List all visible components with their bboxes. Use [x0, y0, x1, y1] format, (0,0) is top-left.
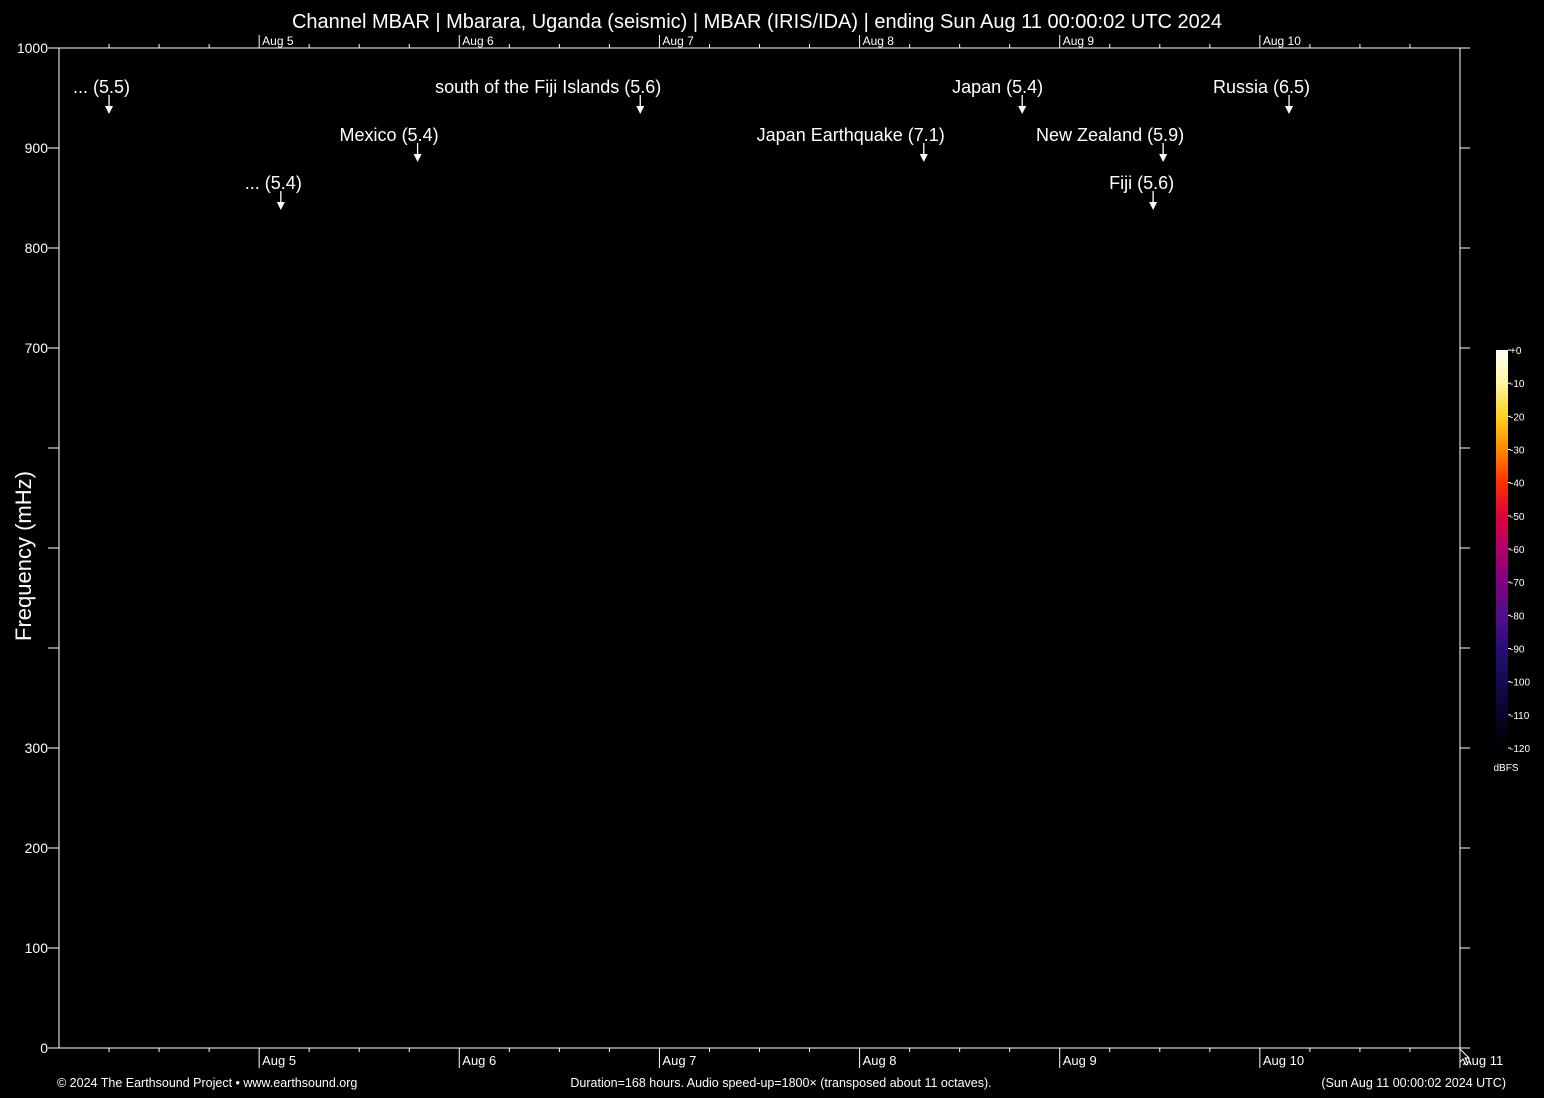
- event-arrow-head: [919, 154, 928, 162]
- colorbar-tick-label: -30: [1510, 446, 1525, 457]
- event-label: south of the Fiji Islands (5.6): [435, 77, 661, 97]
- x-tick-label: Aug 5: [262, 1053, 296, 1068]
- colorbar-tick-label: +0: [1510, 346, 1522, 357]
- colorbar-tick-label: -40: [1510, 479, 1525, 490]
- colorbar-tick-label: -90: [1510, 645, 1525, 656]
- x-top-tick-label: Aug 9: [1063, 34, 1095, 48]
- event-label: Russia (6.5): [1213, 77, 1310, 97]
- y-tick-label: 800: [25, 240, 49, 256]
- colorbar-unit-label: dBFS: [1493, 763, 1518, 774]
- y-tick-label: 300: [25, 740, 49, 756]
- y-tick-label: 0: [40, 1040, 48, 1056]
- x-tick-label: Aug 11: [1463, 1053, 1503, 1068]
- x-tick-label: Aug 6: [462, 1053, 496, 1068]
- footer-duration: Duration=168 hours. Audio speed-up=1800×…: [570, 1076, 991, 1090]
- y-axis-label: Frequency (mHz): [11, 471, 36, 641]
- event-arrow-head: [1149, 202, 1158, 210]
- event-arrow-head: [636, 106, 645, 114]
- plot-area: [58, 47, 1461, 1049]
- event-label: ... (5.4): [245, 173, 302, 193]
- event-label: New Zealand (5.9): [1036, 125, 1184, 145]
- colorbar-tick-label: -80: [1510, 611, 1525, 622]
- x-tick-label: Aug 10: [1263, 1053, 1304, 1068]
- x-tick-label: Aug 7: [662, 1053, 696, 1068]
- footer-timestamp: (Sun Aug 11 00:00:02 2024 UTC): [1321, 1076, 1506, 1090]
- y-tick-label: 700: [25, 340, 49, 356]
- colorbar-tick-label: -100: [1510, 678, 1530, 689]
- axes-group: 0 100 200 300 700 800 900 1000 Aug 5 Aug 5 Aug 6 Au…: [17, 34, 1503, 1068]
- event-label: Mexico (5.4): [340, 125, 439, 145]
- x-top-tick-label: Aug 5: [262, 34, 294, 48]
- y-tick-label: 200: [25, 840, 49, 856]
- event-arrow-head: [413, 154, 422, 162]
- event-label: ... (5.5): [73, 77, 130, 97]
- event-arrow-head: [1285, 106, 1294, 114]
- colorbar-tick-label: -110: [1510, 711, 1530, 722]
- colorbar-tick-label: -120: [1510, 744, 1530, 755]
- x-top-tick-label: Aug 10: [1263, 34, 1301, 48]
- colorbar-tick-label: -60: [1510, 545, 1525, 556]
- colorbar-tick-label: -70: [1510, 578, 1525, 589]
- event-annotations: ... (5.5) south of the Fiji Islands (5.6)…: [73, 77, 1310, 210]
- event-arrow-head: [276, 202, 285, 210]
- y-tick-label: 900: [25, 140, 49, 156]
- colorbar-gradient: [1496, 350, 1508, 748]
- x-tick-label: Aug 8: [863, 1053, 897, 1068]
- y-tick-label: 100: [25, 940, 49, 956]
- event-label: Japan (5.4): [952, 77, 1043, 97]
- colorbar-tick-label: -20: [1510, 412, 1525, 423]
- event-arrow-head: [1018, 106, 1027, 114]
- colorbar: +0 -10 -20 -30 -40 -50 -60 -70 -80 -90 -100 -110 -12…: [1493, 346, 1530, 774]
- x-tick-label: Aug 9: [1063, 1053, 1097, 1068]
- colorbar-tick-label: -10: [1510, 379, 1525, 390]
- event-arrow-head: [1159, 154, 1168, 162]
- colorbar-tick-label: -50: [1510, 512, 1525, 523]
- event-label: Japan Earthquake (7.1): [757, 125, 945, 145]
- chart-title: Channel MBAR | Mbarara, Uganda (seismic)…: [292, 11, 1222, 33]
- event-arrow-head: [105, 106, 114, 114]
- footer-copyright: © 2024 The Earthsound Project • www.eart…: [57, 1076, 357, 1090]
- cursor-icon: [1459, 1047, 1471, 1066]
- y-tick-label: 1000: [17, 40, 48, 56]
- event-label: Fiji (5.6): [1109, 173, 1174, 193]
- x-top-tick-label: Aug 7: [662, 34, 694, 48]
- x-top-tick-label: Aug 6: [462, 34, 494, 48]
- x-top-tick-label: Aug 8: [863, 34, 895, 48]
